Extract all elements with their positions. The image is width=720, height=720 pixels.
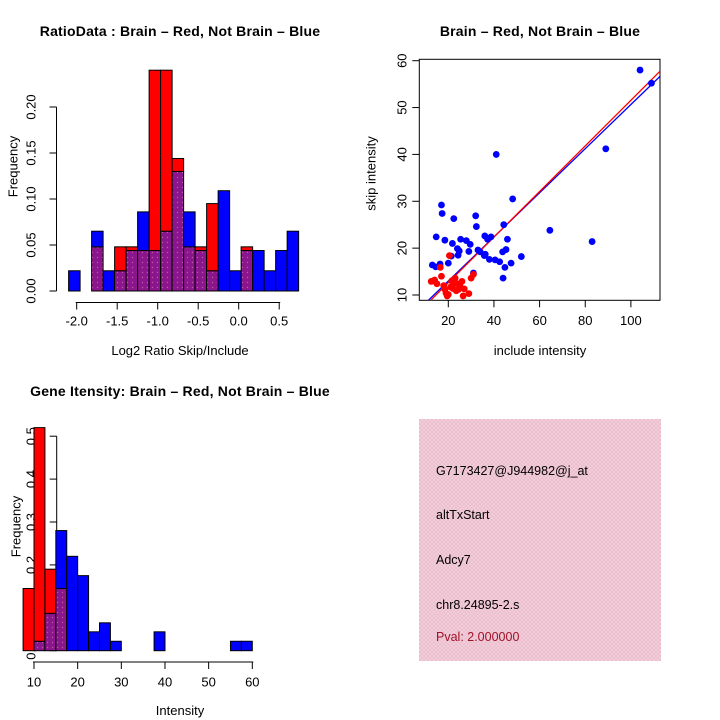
ratio-histogram-xlabel: Log2 Ratio Skip/Include [111,343,249,358]
svg-text:50: 50 [201,675,215,690]
svg-text:-0.5: -0.5 [187,314,209,329]
svg-text:0.15: 0.15 [24,140,39,165]
svg-text:-2.0: -2.0 [65,314,87,329]
gene-histogram-xlabel: Intensity [155,703,205,718]
svg-text:30: 30 [395,194,410,208]
svg-text:10: 10 [27,675,41,690]
panel-ratio-histogram: RatioData : Brain – Red, Not Brain – Blu… [0,0,360,360]
svg-text:80: 80 [578,313,592,328]
x-axis: -2.0 -1.5 -1.0 -0.5 0.0 0.5 [65,302,288,329]
svg-text:0.00: 0.00 [24,278,39,303]
panel-gene-intensity-histogram: Gene Itensity: Brain – Red, Not Brain – … [0,360,360,720]
panel-intensity-scatter: Brain – Red, Not Brain – Blue 20 40 60 80 10… [360,0,720,360]
histogram-bars [22,427,253,652]
y-axis: 10 20 30 40 50 60 [395,53,420,302]
scatter-points-red [427,252,477,300]
svg-text:-1.5: -1.5 [106,314,128,329]
gene-info-box: G7173427@J944982@j_at altTxStart Adcy7 c… [419,419,661,661]
svg-text:100: 100 [620,313,642,328]
svg-text:10: 10 [395,288,410,302]
ratio-histogram-ylabel: Frequency [5,135,20,198]
ratio-histogram-title: RatioData : Brain – Red, Not Brain – Blu… [39,23,321,39]
svg-text:60: 60 [245,675,259,690]
svg-text:60: 60 [395,53,410,67]
svg-text:20: 20 [70,675,84,690]
splice-event-type-text: altTxStart [436,508,490,522]
svg-text:0.05: 0.05 [24,232,39,257]
svg-text:60: 60 [532,313,546,328]
plot-box [418,58,661,301]
gene-histogram-title: Gene Itensity: Brain – Red, Not Brain – … [30,383,330,399]
svg-text:50: 50 [395,100,410,114]
svg-text:0.20: 0.20 [24,94,39,119]
svg-text:40: 40 [158,675,172,690]
histogram-bars [68,69,300,292]
svg-text:20: 20 [395,241,410,255]
pval-text: Pval: 2.000000 [436,630,520,644]
svg-text:40: 40 [395,147,410,161]
scatter-xlabel: include intensity [493,343,587,358]
gene-histogram-ylabel: Frequency [8,495,24,558]
svg-text:20: 20 [441,313,455,328]
scatter-title: Brain – Red, Not Brain – Blue [439,23,641,39]
scatter-points-blue [428,66,655,282]
svg-text:40: 40 [487,313,501,328]
svg-text:-1.0: -1.0 [146,314,168,329]
svg-text:30: 30 [114,675,128,690]
fit-lines [428,70,661,301]
probe-id-text: G7173427@J944982@j_at [436,464,588,478]
panel-gene-info: G7173427@J944982@j_at altTxStart Adcy7 c… [360,360,720,720]
y-axis: 0.00 0.05 0.10 0.15 0.20 [24,94,57,304]
intensity-scatter-plot: 20 40 60 80 100 10 20 30 40 50 60 [395,53,661,328]
ratio-histogram-plot: 0.000.050.100.150.20-2.0 -1.5 -1.0 -0.5 0.0 0… [24,69,300,329]
svg-text:0.10: 0.10 [24,186,39,211]
genome-location-text: chr8.24895-2.s [436,598,520,612]
svg-text:0.0: 0.0 [230,314,248,329]
scatter-ylabel: skip intensity [363,136,379,211]
svg-text:0.5: 0.5 [270,314,288,329]
gene-name-text: Adcy7 [436,553,471,567]
x-axis: 10 20 30 40 50 60 [27,661,260,690]
x-axis: 20 40 60 80 100 [441,300,642,328]
